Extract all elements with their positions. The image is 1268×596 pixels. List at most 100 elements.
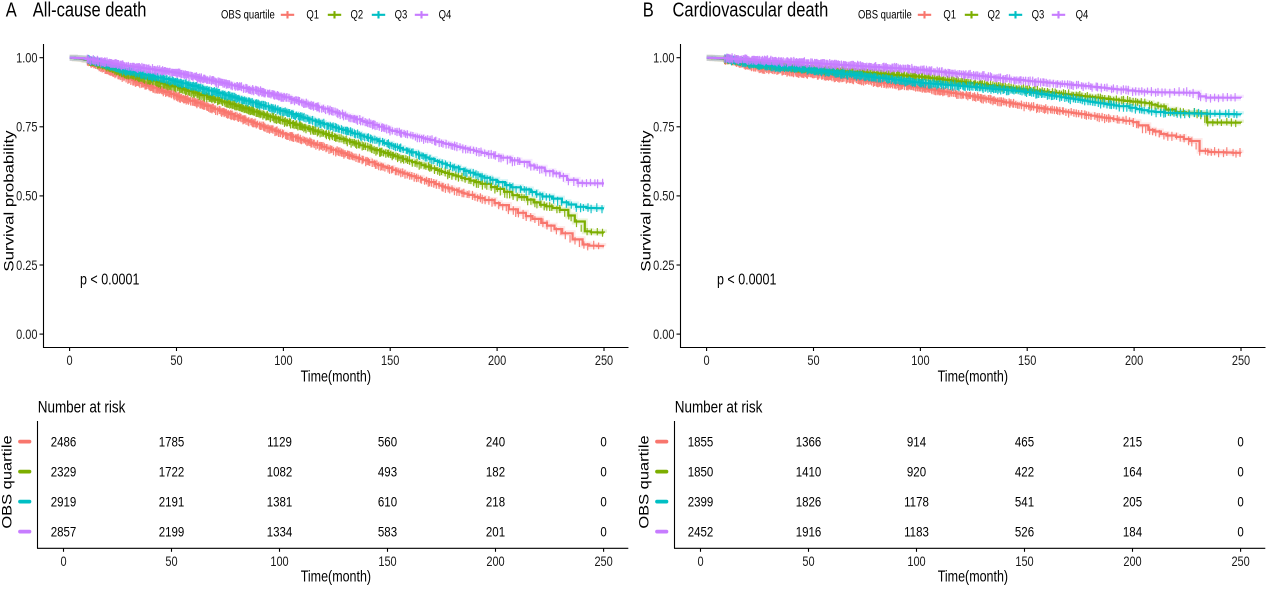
- svg-text:200: 200: [488, 353, 506, 368]
- svg-text:1129: 1129: [267, 433, 292, 449]
- svg-text:OBS quartile: OBS quartile: [637, 435, 652, 528]
- svg-text:0: 0: [600, 463, 606, 479]
- svg-text:100: 100: [907, 554, 925, 569]
- svg-text:493: 493: [378, 463, 397, 479]
- svg-text:0.25: 0.25: [16, 258, 38, 273]
- svg-text:1183: 1183: [904, 523, 929, 539]
- svg-text:465: 465: [1015, 433, 1034, 449]
- svg-text:0.75: 0.75: [16, 120, 38, 135]
- svg-text:1366: 1366: [796, 433, 822, 449]
- svg-text:2191: 2191: [159, 493, 185, 509]
- svg-text:560: 560: [378, 433, 397, 449]
- svg-text:50: 50: [170, 353, 182, 368]
- svg-text:100: 100: [270, 554, 288, 569]
- svg-text:50: 50: [802, 554, 814, 569]
- svg-text:200: 200: [1123, 554, 1141, 569]
- svg-text:0: 0: [67, 353, 73, 368]
- svg-text:1785: 1785: [159, 433, 185, 449]
- svg-text:Time(month): Time(month): [301, 567, 371, 584]
- svg-text:50: 50: [165, 554, 177, 569]
- svg-text:920: 920: [907, 463, 926, 479]
- svg-text:1082: 1082: [267, 463, 293, 479]
- svg-text:OBS quartile: OBS quartile: [221, 9, 275, 22]
- svg-text:Number at risk: Number at risk: [38, 398, 126, 417]
- svg-text:0: 0: [1237, 433, 1243, 449]
- svg-text:182: 182: [486, 463, 505, 479]
- svg-text:Q2: Q2: [351, 9, 364, 22]
- svg-text:1826: 1826: [796, 493, 822, 509]
- svg-text:0.25: 0.25: [653, 258, 675, 273]
- svg-text:1381: 1381: [267, 493, 293, 509]
- svg-text:2857: 2857: [51, 523, 77, 539]
- svg-text:0: 0: [697, 554, 703, 569]
- svg-text:541: 541: [1015, 493, 1034, 509]
- svg-text:0: 0: [1237, 523, 1243, 539]
- svg-text:1855: 1855: [688, 433, 714, 449]
- svg-text:2329: 2329: [51, 463, 77, 479]
- svg-text:150: 150: [378, 554, 396, 569]
- svg-text:All-cause death: All-cause death: [33, 0, 147, 21]
- svg-text:201: 201: [486, 523, 505, 539]
- svg-text:610: 610: [378, 493, 397, 509]
- svg-text:215: 215: [1123, 433, 1142, 449]
- svg-text:0: 0: [60, 554, 66, 569]
- svg-text:150: 150: [1018, 353, 1036, 368]
- svg-text:Q4: Q4: [1076, 9, 1089, 22]
- svg-text:218: 218: [486, 493, 505, 509]
- svg-text:A: A: [6, 0, 18, 21]
- svg-text:Q2: Q2: [988, 9, 1001, 22]
- svg-text:184: 184: [1123, 523, 1142, 539]
- svg-text:914: 914: [907, 433, 926, 449]
- svg-text:250: 250: [595, 353, 613, 368]
- svg-text:0.50: 0.50: [653, 189, 675, 204]
- svg-text:Time(month): Time(month): [301, 367, 371, 384]
- svg-text:150: 150: [1015, 554, 1033, 569]
- svg-text:Q1: Q1: [943, 9, 956, 22]
- svg-text:0: 0: [1237, 463, 1243, 479]
- svg-text:240: 240: [486, 433, 505, 449]
- svg-text:p < 0.0001: p < 0.0001: [80, 270, 140, 287]
- svg-text:Cardiovascular death: Cardiovascular death: [673, 0, 829, 21]
- svg-text:1178: 1178: [904, 493, 929, 509]
- svg-text:0: 0: [600, 433, 606, 449]
- svg-text:583: 583: [378, 523, 397, 539]
- svg-text:422: 422: [1015, 463, 1034, 479]
- svg-text:205: 205: [1123, 493, 1142, 509]
- svg-text:250: 250: [1232, 353, 1250, 368]
- svg-text:250: 250: [594, 554, 612, 569]
- svg-text:1.00: 1.00: [653, 50, 675, 65]
- svg-text:Survival probability: Survival probability: [2, 130, 17, 271]
- svg-text:2199: 2199: [159, 523, 185, 539]
- svg-text:p < 0.0001: p < 0.0001: [717, 270, 777, 287]
- svg-text:200: 200: [486, 554, 504, 569]
- svg-text:2486: 2486: [51, 433, 77, 449]
- svg-text:0.00: 0.00: [653, 327, 675, 342]
- svg-text:50: 50: [807, 353, 819, 368]
- svg-text:B: B: [643, 0, 654, 21]
- svg-text:0.75: 0.75: [653, 120, 675, 135]
- svg-text:OBS quartile: OBS quartile: [0, 435, 15, 528]
- svg-text:0.50: 0.50: [16, 189, 38, 204]
- svg-text:Time(month): Time(month): [938, 367, 1008, 384]
- svg-text:1.00: 1.00: [16, 50, 38, 65]
- svg-text:200: 200: [1125, 353, 1143, 368]
- svg-text:Q1: Q1: [306, 9, 319, 22]
- svg-text:2399: 2399: [688, 493, 714, 509]
- svg-text:1410: 1410: [796, 463, 822, 479]
- svg-text:1850: 1850: [688, 463, 714, 479]
- svg-text:Q4: Q4: [439, 9, 452, 22]
- svg-text:150: 150: [381, 353, 399, 368]
- svg-text:0: 0: [1237, 493, 1243, 509]
- svg-text:0: 0: [704, 353, 710, 368]
- svg-text:0: 0: [600, 493, 606, 509]
- svg-text:Survival probability: Survival probability: [639, 130, 654, 271]
- svg-text:1722: 1722: [159, 463, 185, 479]
- svg-text:0: 0: [600, 523, 606, 539]
- svg-text:100: 100: [274, 353, 292, 368]
- svg-text:1334: 1334: [267, 523, 293, 539]
- svg-text:526: 526: [1015, 523, 1034, 539]
- svg-text:2452: 2452: [688, 523, 714, 539]
- svg-text:Q3: Q3: [1032, 9, 1045, 22]
- svg-text:1916: 1916: [796, 523, 822, 539]
- svg-text:250: 250: [1231, 554, 1249, 569]
